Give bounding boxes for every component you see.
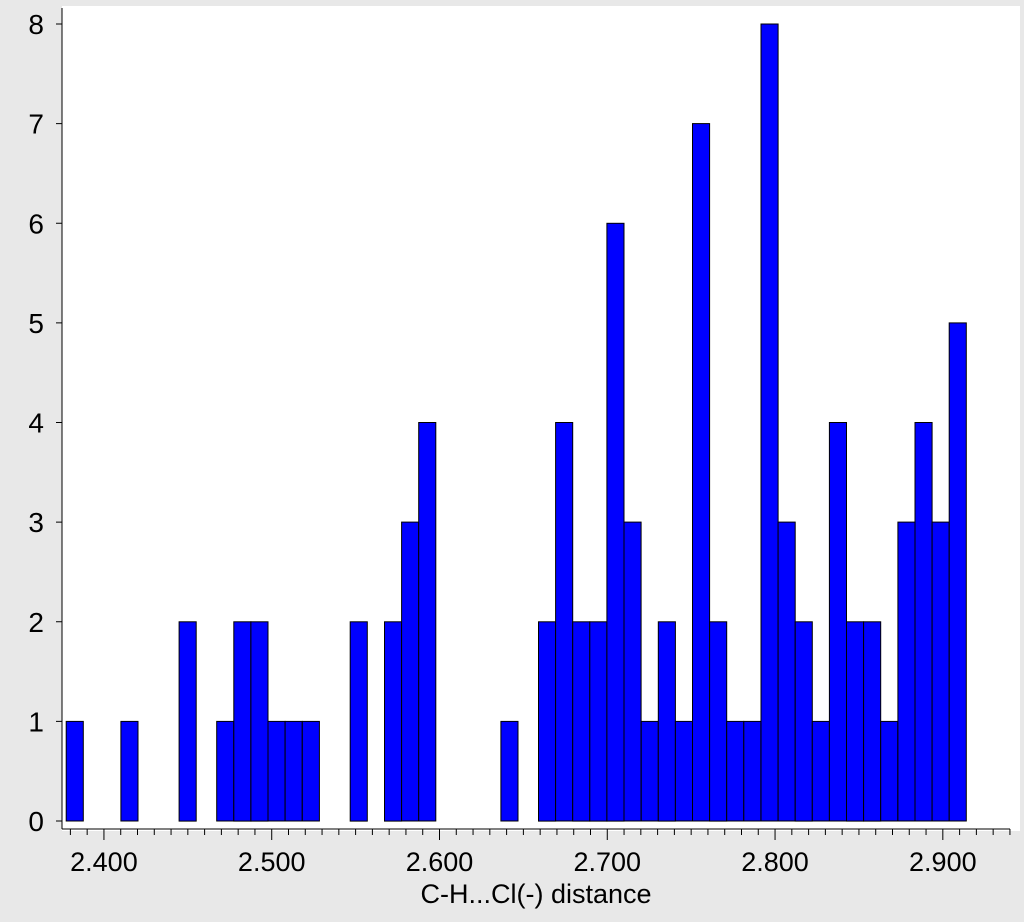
histogram-bar — [863, 621, 882, 822]
histogram-bar — [931, 521, 950, 822]
histogram-bar — [65, 720, 84, 822]
histogram-bar — [674, 720, 694, 822]
histogram-bar — [572, 621, 591, 822]
y-tick-label: 8 — [28, 9, 44, 40]
axes-layer — [61, 8, 1010, 830]
x-tick-label: 2.500 — [238, 847, 306, 877]
histogram-bar — [418, 422, 437, 822]
y-tick-label: 5 — [28, 308, 44, 339]
histogram-bar — [692, 123, 711, 822]
histogram-bar — [267, 720, 286, 822]
histogram-bar — [811, 720, 830, 822]
y-tick-label: 0 — [28, 806, 44, 837]
histogram-bar — [301, 720, 320, 822]
y-tick-label: 4 — [28, 408, 44, 439]
histogram-bar — [657, 621, 676, 822]
histogram-bar — [914, 422, 933, 822]
histogram-bar — [828, 422, 848, 822]
y-tick-label: 2 — [28, 607, 44, 638]
histogram-bar — [178, 621, 197, 822]
histogram-bar — [846, 621, 865, 822]
histogram-bar — [880, 720, 899, 822]
histogram-bar — [726, 720, 745, 822]
histogram-bar — [606, 222, 625, 822]
x-tick-label: 2.400 — [70, 847, 138, 877]
histogram-bar — [555, 422, 574, 822]
histogram-bar — [897, 521, 916, 822]
ticks-layer: 0 1 2 3 4 5 6 7 8 2.400 2.500 2.600 2.700 2.800 2.900 — [28, 9, 1011, 877]
histogram-bar — [743, 720, 762, 822]
x-axis-label: C-H...Cl(-) distance — [420, 879, 651, 909]
histogram-bar — [589, 621, 608, 822]
x-tick-label: 2.700 — [573, 847, 641, 877]
histogram-bar — [794, 621, 813, 822]
x-tick-label: 2.800 — [741, 847, 809, 877]
x-tick-label: 2.900 — [909, 847, 977, 877]
histogram-bar — [401, 521, 420, 822]
histogram-bar — [538, 621, 557, 822]
x-tick-label: 2.600 — [406, 847, 474, 877]
y-tick-label: 1 — [28, 706, 44, 737]
histogram-bar — [384, 621, 403, 822]
bars-layer — [65, 23, 967, 822]
histogram-bar — [500, 720, 519, 822]
histogram-bar — [284, 720, 303, 822]
histogram-bar — [760, 23, 779, 822]
histogram-bar — [709, 621, 728, 822]
y-tick-label: 7 — [28, 109, 44, 140]
histogram-bar — [349, 621, 368, 822]
histogram-bar — [640, 720, 659, 822]
histogram-bar — [120, 720, 139, 822]
histogram-bar — [250, 621, 269, 822]
y-tick-label: 3 — [28, 507, 44, 538]
histogram-bar — [216, 720, 235, 822]
histogram-bar — [623, 521, 642, 822]
histogram-bar — [233, 621, 252, 822]
histogram-bar — [777, 521, 796, 822]
histogram-bar — [948, 322, 967, 822]
y-tick-label: 6 — [28, 208, 44, 239]
